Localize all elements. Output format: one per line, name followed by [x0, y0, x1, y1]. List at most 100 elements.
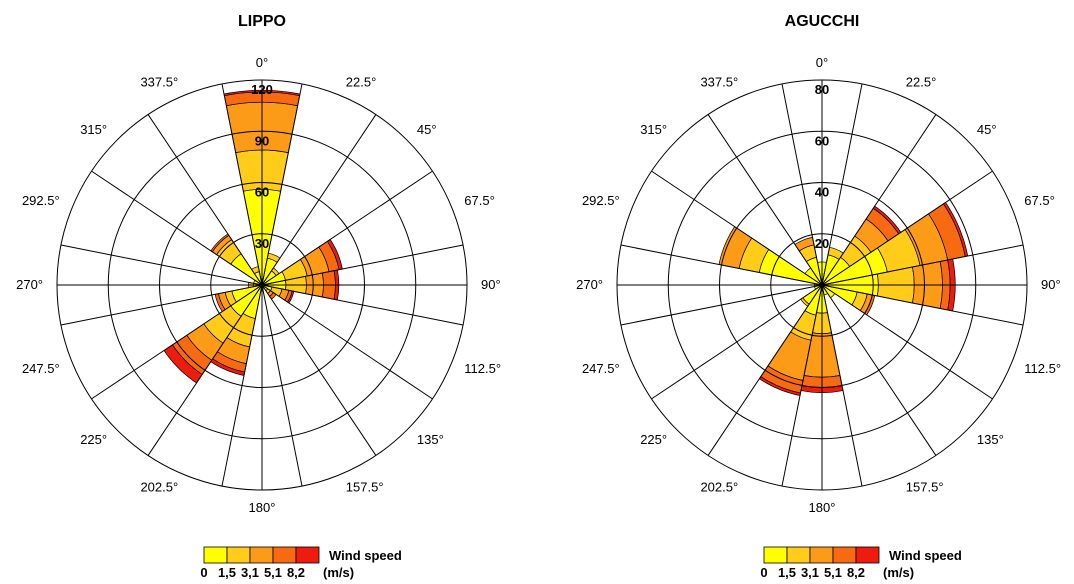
legend-tick-label: 0	[200, 565, 207, 580]
radial-tick-label: 90	[255, 133, 269, 148]
spoke-line	[147, 114, 263, 286]
direction-label: 67.5°	[464, 193, 495, 208]
legend-tick-label: 5,1	[824, 565, 842, 580]
legend-swatch-2	[249, 546, 274, 564]
direction-label: 337.5°	[140, 75, 178, 90]
direction-label: 135°	[977, 432, 1004, 447]
spoke-line	[707, 284, 823, 456]
spoke-line	[261, 284, 433, 400]
spoke-line	[261, 244, 464, 286]
legend-tick-label: 3,1	[241, 565, 259, 580]
direction-label: 180°	[249, 500, 276, 515]
radial-tick-label: 60	[255, 185, 269, 200]
direction-label: 270°	[16, 277, 43, 292]
spoke-line	[261, 284, 464, 326]
sector-bars	[163, 89, 343, 384]
legend-unit: (m/s)	[883, 565, 914, 580]
radial-tick-label: 30	[255, 236, 269, 251]
direction-label: 292.5°	[582, 193, 620, 208]
direction-label: 202.5°	[700, 479, 738, 494]
spoke-line	[221, 284, 263, 487]
legend-swatch-4	[295, 546, 320, 564]
legend-lippo: 0 1,5 3,1 5,1 8,2 Wind speed (m/s)	[200, 546, 402, 580]
spoke-line	[620, 244, 823, 286]
direction-label: 315°	[80, 122, 107, 137]
spoke-line	[781, 83, 823, 286]
legend-tick-label: 5,1	[264, 565, 282, 580]
legend-tick-label: 8,2	[847, 565, 865, 580]
chart-title: AGUCCHI	[785, 13, 860, 30]
direction-label: 157.5°	[346, 479, 384, 494]
radial-tick-label: 120	[251, 82, 273, 97]
radial-tick-label: 60	[815, 133, 829, 148]
spoke-line	[821, 244, 1024, 286]
direction-label: 90°	[1041, 277, 1061, 292]
spoke-line	[821, 114, 937, 286]
radial-tick-label: 20	[815, 236, 829, 251]
direction-label: 67.5°	[1024, 193, 1055, 208]
spoke-line	[261, 114, 377, 286]
spoke-line	[821, 83, 863, 286]
spoke-line	[261, 170, 433, 286]
legend-title: Wind speed	[329, 548, 402, 563]
direction-label: 337.5°	[700, 75, 738, 90]
direction-label: 22.5°	[906, 75, 937, 90]
direction-label: 315°	[640, 122, 667, 137]
wind-rose-agucchi: AGUCCHI 20 40 60 80 0° 22.5° 45° 67.5° 90° 112.5° 1…	[576, 13, 1061, 515]
spoke-line	[781, 284, 823, 487]
direction-label: 270°	[576, 277, 603, 292]
sector-bars	[718, 201, 969, 396]
chart-title: LIPPO	[238, 13, 286, 30]
legend-swatch-3	[832, 546, 857, 564]
direction-label: 90°	[481, 277, 501, 292]
direction-label: 0°	[816, 55, 828, 70]
legend-agucchi: 0 1,5 3,1 5,1 8,2 Wind speed (m/s)	[760, 546, 962, 580]
spoke-line	[651, 284, 823, 400]
spoke-line	[821, 170, 993, 286]
spoke-line	[221, 83, 263, 286]
legend-tick-label: 8,2	[287, 565, 305, 580]
legend-unit: (m/s)	[323, 565, 354, 580]
spoke-line	[91, 284, 263, 400]
radial-tick-label: 80	[815, 82, 829, 97]
legend-swatch-3	[272, 546, 297, 564]
direction-label: 45°	[417, 122, 437, 137]
wind-rose-lippo: LIPPO 30 60 90 120 0° 22.5° 45° 67.5° 90° 112.5° 13…	[16, 13, 501, 515]
legend-swatch-2	[809, 546, 834, 564]
legend-swatch-0	[763, 546, 788, 564]
legend-title: Wind speed	[889, 548, 962, 563]
direction-label: 22.5°	[346, 75, 377, 90]
legend-tick-label: 3,1	[801, 565, 819, 580]
spoke-line	[261, 284, 377, 456]
direction-label: 135°	[417, 432, 444, 447]
direction-label: 112.5°	[464, 361, 501, 376]
radial-tick-label: 40	[815, 185, 829, 200]
spoke-line	[707, 114, 823, 286]
spoke-line	[60, 244, 263, 286]
spoke-line	[91, 170, 263, 286]
legend-swatch-1	[786, 546, 811, 564]
direction-label: 225°	[640, 432, 667, 447]
legend-swatch-0	[203, 546, 228, 564]
legend-swatch-4	[855, 546, 880, 564]
direction-label: 247.5°	[22, 361, 60, 376]
legend-tick-label: 1,5	[778, 565, 796, 580]
spoke-line	[261, 284, 303, 487]
legend-tick-label: 1,5	[218, 565, 236, 580]
direction-label: 225°	[80, 432, 107, 447]
direction-label: 180°	[809, 500, 836, 515]
spoke-line	[821, 284, 937, 456]
direction-label: 292.5°	[22, 193, 60, 208]
legend-swatch-1	[226, 546, 251, 564]
spoke-line	[261, 83, 303, 286]
direction-label: 0°	[256, 55, 268, 70]
direction-label: 202.5°	[140, 479, 178, 494]
direction-label: 247.5°	[582, 361, 620, 376]
direction-label: 45°	[977, 122, 997, 137]
legend-tick-label: 0	[760, 565, 767, 580]
spoke-line	[821, 284, 993, 400]
direction-label: 112.5°	[1024, 361, 1061, 376]
spoke-line	[60, 284, 263, 326]
spoke-line	[821, 284, 1024, 326]
